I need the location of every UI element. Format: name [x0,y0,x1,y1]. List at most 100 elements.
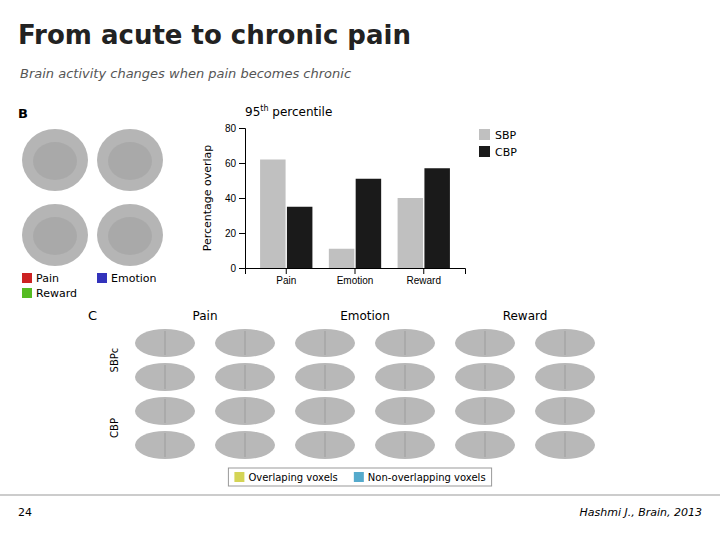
tick-label: Reward [407,275,441,286]
brain-midline [325,399,326,423]
y-tick: 80 [225,123,245,134]
legend-item: SBP [479,129,517,142]
column-label: Pain [193,309,218,323]
brain-midline [565,365,566,389]
legend-swatch [479,146,490,157]
brain-placeholder [97,204,163,266]
y-axis: 0 20 40 60 80 [225,123,246,274]
legend-frame [228,468,491,486]
section-label: B [18,106,28,121]
brain-placeholder [295,397,355,425]
column-label: Reward [503,309,548,323]
y-tick: 0 [230,263,245,274]
slide-number: 24 [18,506,32,519]
brain-placeholder [135,397,195,425]
bars [260,160,450,269]
slide: From acute to chronic painBrain activity… [0,0,720,540]
axis-title: Percentage overlap [201,145,214,252]
tick-label: 60 [225,158,237,169]
legend-swatch [354,472,364,482]
legend-label: Overlaping voxels [248,472,337,483]
legend-item: Non-overlapping voxels [354,472,486,483]
tick-label: 20 [225,228,237,239]
brain-placeholder-inner [108,217,152,255]
brain-midline [165,365,166,389]
brain-placeholder [455,431,515,459]
brain-placeholder [375,329,435,357]
brain-midline [325,433,326,457]
legend-label: Non-overlapping voxels [368,472,486,483]
brain-placeholder [215,363,275,391]
brain-midline [165,331,166,355]
brain-placeholder [455,397,515,425]
tick-label: Pain [276,275,296,286]
brain-placeholder [375,363,435,391]
row-label: SBPc [109,348,120,373]
brain-midline [485,399,486,423]
x-axis: Pain Emotion Reward [246,268,466,286]
x-tick: Emotion [337,268,374,286]
tick-label: Emotion [337,275,374,286]
subtitle: Brain activity changes when pain becomes… [20,66,351,81]
tick-mark [239,163,245,164]
legend-label: Reward [36,287,77,300]
column-label: Emotion [340,309,390,323]
brain-placeholder [455,329,515,357]
brain-midline [405,399,406,423]
legend-label: SBP [495,129,517,142]
tick-mark [355,268,356,274]
chart-title: 95th percentile [245,104,332,119]
bar [287,207,312,268]
citation: Hashmi J., Brain, 2013 [579,506,702,519]
brain-placeholder [375,397,435,425]
bar [329,249,354,268]
brain-placeholder [215,397,275,425]
brain-midline [405,365,406,389]
legend-item: Pain [22,272,59,285]
brain-placeholder [215,431,275,459]
brain-midline [325,365,326,389]
axis-line [239,129,246,269]
legend-item: CBP [479,146,517,159]
brain-midline [245,331,246,355]
brain-midline [485,433,486,457]
x-tick: Reward [407,268,441,286]
brain-placeholder [375,431,435,459]
brain-placeholder-inner [33,217,77,255]
brain-placeholder [97,129,163,191]
bar [398,198,423,268]
row-label: CBP [109,418,120,438]
brain-placeholder [295,363,355,391]
tick-mark [423,268,424,274]
brain-placeholder [135,431,195,459]
tick-mark [239,268,245,269]
bar [260,160,285,269]
tick-label: 40 [225,193,237,204]
legend-swatch [22,288,32,298]
section-label: C [88,308,97,323]
brain-placeholder [135,363,195,391]
tick-mark [239,198,245,199]
brain-midline [245,399,246,423]
brain-placeholder [22,204,88,266]
tick-label: 0 [230,263,236,274]
brain-midline [565,331,566,355]
brain-placeholder [295,329,355,357]
brain-midline [165,433,166,457]
y-tick: 40 [225,193,245,204]
legend-item: Reward [22,287,77,300]
brain-placeholder-inner [108,142,152,180]
axis-line [246,269,466,275]
tick-mark [239,128,245,129]
brain-midline [325,331,326,355]
brain-placeholder [535,329,595,357]
x-tick: Pain [276,268,296,286]
brain-midline [405,331,406,355]
legend-swatch [479,129,490,140]
brain-midline [245,365,246,389]
brain-placeholder [535,363,595,391]
brain-placeholder-inner [33,142,77,180]
legend-swatch [22,273,32,283]
legend-swatch [97,273,107,283]
divider [0,494,720,496]
